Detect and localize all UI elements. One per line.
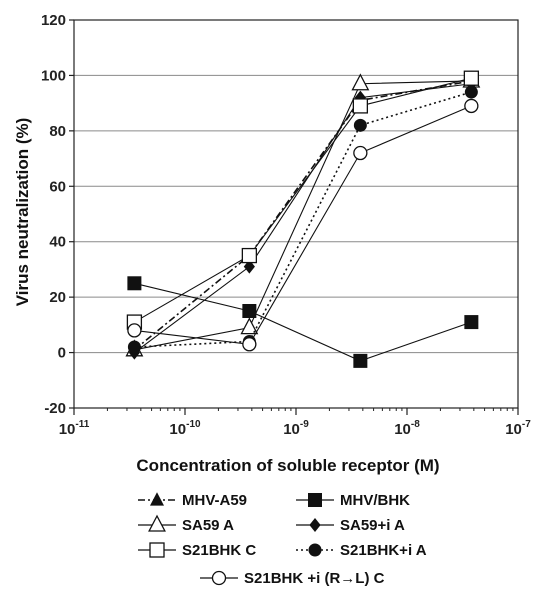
legend-label: S21BHK C — [182, 542, 256, 559]
legend-item: S21BHK+i A — [296, 542, 427, 559]
series-7 — [127, 98, 479, 352]
legend-label: MHV-A59 — [182, 492, 247, 509]
data-point — [464, 85, 478, 99]
data-point — [127, 323, 142, 338]
legend-label: S21BHK+i A — [340, 542, 427, 559]
legend-item: MHV-A59 — [138, 492, 247, 509]
series-line — [134, 282, 472, 362]
legend-label: SA59+i A — [340, 517, 405, 534]
y-tick-label: 40 — [49, 234, 66, 251]
x-tick-label: 10-11 — [59, 419, 90, 438]
data-point — [353, 118, 367, 132]
y-tick-label: -20 — [44, 400, 66, 417]
series-line — [134, 80, 472, 351]
y-axis-title: Virus neutralization (%) — [13, 118, 32, 307]
series-5 — [126, 70, 480, 330]
data-point — [241, 247, 258, 264]
legend: MHV-A59 MHV/BHK SA59 A SA59+i A S21BHK C S21B… — [138, 492, 427, 587]
data-point — [127, 276, 142, 291]
legend-label: SA59 A — [182, 517, 234, 534]
legend-marker — [309, 518, 321, 532]
x-axis: 10-11 10-10 10-9 10-8 10-7 — [59, 408, 531, 438]
series-line — [134, 77, 472, 323]
data-point — [353, 145, 368, 161]
legend-marker — [150, 492, 164, 506]
series-3 — [125, 70, 481, 357]
y-axis: -20 0 20 40 60 80 100 120 — [41, 12, 74, 417]
data-point — [464, 98, 479, 114]
data-point — [242, 337, 257, 352]
data-point — [127, 340, 141, 354]
legend-marker — [149, 542, 165, 558]
x-axis-title: Concentration of soluble receptor (M) — [136, 456, 439, 475]
x-tick-label: 10-9 — [283, 419, 309, 438]
series-4 — [128, 76, 477, 360]
y-tick-label: 80 — [49, 123, 66, 140]
data-point — [240, 317, 259, 335]
legend-label: S21BHK +i (R→L) C — [244, 570, 385, 587]
legend-item: S21BHK C — [138, 542, 256, 559]
x-tick-label: 10-7 — [505, 419, 531, 438]
data-point — [464, 315, 479, 330]
legend-marker — [211, 570, 227, 586]
legend-item: SA59 A — [138, 514, 234, 534]
y-tick-label: 60 — [49, 178, 66, 195]
series-line — [133, 80, 472, 351]
legend-marker — [308, 543, 322, 557]
series-group — [125, 70, 481, 368]
gridlines — [74, 74, 518, 354]
data-point — [354, 90, 366, 105]
x-tick-label: 10-10 — [169, 419, 201, 438]
series-line — [134, 105, 472, 345]
data-point — [351, 73, 370, 91]
legend-label: MHV/BHK — [340, 492, 410, 509]
data-point — [353, 353, 368, 368]
legend-marker — [308, 493, 322, 507]
legend-marker — [148, 514, 166, 532]
y-tick-label: 20 — [49, 289, 66, 306]
series-1 — [127, 73, 479, 356]
data-point — [463, 70, 480, 86]
legend-item: MHV/BHK — [296, 492, 410, 509]
data-point — [352, 98, 369, 114]
y-tick-label: 0 — [58, 345, 66, 362]
data-point — [242, 304, 257, 318]
legend-item: S21BHK +i (R→L) C — [200, 570, 385, 587]
series-2 — [127, 276, 479, 368]
series-line — [134, 91, 472, 348]
y-tick-label: 120 — [41, 12, 66, 29]
plot-area — [73, 19, 519, 409]
x-tick-label: 10-8 — [394, 419, 420, 438]
y-tick-label: 100 — [41, 67, 66, 84]
series-line — [134, 83, 472, 354]
legend-item: SA59+i A — [296, 517, 405, 534]
